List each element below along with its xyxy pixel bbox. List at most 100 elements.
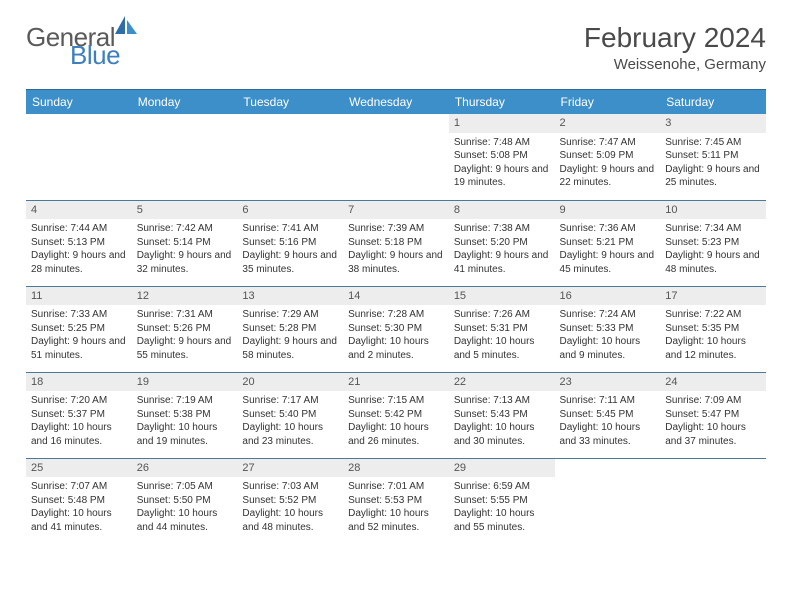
day-content: Sunrise: 7:20 AMSunset: 5:37 PMDaylight:…: [26, 391, 132, 452]
day-number: 16: [555, 287, 661, 306]
sunset-line: Sunset: 5:52 PM: [242, 494, 338, 508]
calendar-row: 11Sunrise: 7:33 AMSunset: 5:25 PMDayligh…: [26, 286, 766, 372]
calendar-cell: 28Sunrise: 7:01 AMSunset: 5:53 PMDayligh…: [343, 458, 449, 544]
day-number: 26: [132, 459, 238, 478]
sunrise-line: Sunrise: 7:17 AM: [242, 394, 338, 408]
day-content: Sunrise: 7:15 AMSunset: 5:42 PMDaylight:…: [343, 391, 449, 452]
sunset-line: Sunset: 5:31 PM: [454, 322, 550, 336]
sunrise-line: Sunrise: 7:22 AM: [665, 308, 761, 322]
daylight-line: Daylight: 10 hours and 9 minutes.: [560, 335, 656, 362]
day-content: Sunrise: 7:42 AMSunset: 5:14 PMDaylight:…: [132, 219, 238, 280]
day-number: 21: [343, 373, 449, 392]
day-number: 29: [449, 459, 555, 478]
daylight-line: Daylight: 9 hours and 35 minutes.: [242, 249, 338, 276]
day-content: Sunrise: 7:19 AMSunset: 5:38 PMDaylight:…: [132, 391, 238, 452]
daylight-line: Daylight: 10 hours and 5 minutes.: [454, 335, 550, 362]
sunrise-line: Sunrise: 7:19 AM: [137, 394, 233, 408]
daylight-line: Daylight: 9 hours and 48 minutes.: [665, 249, 761, 276]
day-content: Sunrise: 7:45 AMSunset: 5:11 PMDaylight:…: [660, 133, 766, 194]
sunset-line: Sunset: 5:37 PM: [31, 408, 127, 422]
sunset-line: Sunset: 5:16 PM: [242, 236, 338, 250]
sunrise-line: Sunrise: 6:59 AM: [454, 480, 550, 494]
sunrise-line: Sunrise: 7:41 AM: [242, 222, 338, 236]
daylight-line: Daylight: 10 hours and 55 minutes.: [454, 507, 550, 534]
sunset-line: Sunset: 5:43 PM: [454, 408, 550, 422]
header: General Blue February 2024 Weissenohe, G…: [26, 22, 766, 73]
day-content: Sunrise: 7:33 AMSunset: 5:25 PMDaylight:…: [26, 305, 132, 366]
calendar-cell: 2Sunrise: 7:47 AMSunset: 5:09 PMDaylight…: [555, 114, 661, 200]
sunset-line: Sunset: 5:08 PM: [454, 149, 550, 163]
day-content: Sunrise: 7:28 AMSunset: 5:30 PMDaylight:…: [343, 305, 449, 366]
day-content: Sunrise: 7:07 AMSunset: 5:48 PMDaylight:…: [26, 477, 132, 538]
calendar-cell: 21Sunrise: 7:15 AMSunset: 5:42 PMDayligh…: [343, 372, 449, 458]
sunset-line: Sunset: 5:25 PM: [31, 322, 127, 336]
day-number: 23: [555, 373, 661, 392]
calendar-cell: [343, 114, 449, 200]
daylight-line: Daylight: 10 hours and 44 minutes.: [137, 507, 233, 534]
calendar-cell: [26, 114, 132, 200]
day-content: Sunrise: 7:24 AMSunset: 5:33 PMDaylight:…: [555, 305, 661, 366]
weekday-header-row: Sunday Monday Tuesday Wednesday Thursday…: [26, 90, 766, 115]
weekday-header: Thursday: [449, 90, 555, 115]
weekday-header: Saturday: [660, 90, 766, 115]
day-number: 12: [132, 287, 238, 306]
day-content: Sunrise: 7:17 AMSunset: 5:40 PMDaylight:…: [237, 391, 343, 452]
sunset-line: Sunset: 5:42 PM: [348, 408, 444, 422]
calendar-cell: 14Sunrise: 7:28 AMSunset: 5:30 PMDayligh…: [343, 286, 449, 372]
calendar-row: 25Sunrise: 7:07 AMSunset: 5:48 PMDayligh…: [26, 458, 766, 544]
daylight-line: Daylight: 9 hours and 19 minutes.: [454, 163, 550, 190]
sunrise-line: Sunrise: 7:44 AM: [31, 222, 127, 236]
calendar-row: 1Sunrise: 7:48 AMSunset: 5:08 PMDaylight…: [26, 114, 766, 200]
daylight-line: Daylight: 9 hours and 58 minutes.: [242, 335, 338, 362]
sunset-line: Sunset: 5:18 PM: [348, 236, 444, 250]
day-number: 11: [26, 287, 132, 306]
sunset-line: Sunset: 5:14 PM: [137, 236, 233, 250]
day-content: Sunrise: 7:26 AMSunset: 5:31 PMDaylight:…: [449, 305, 555, 366]
sunset-line: Sunset: 5:26 PM: [137, 322, 233, 336]
calendar-cell: 26Sunrise: 7:05 AMSunset: 5:50 PMDayligh…: [132, 458, 238, 544]
calendar-cell: 1Sunrise: 7:48 AMSunset: 5:08 PMDaylight…: [449, 114, 555, 200]
sunset-line: Sunset: 5:40 PM: [242, 408, 338, 422]
sunset-line: Sunset: 5:50 PM: [137, 494, 233, 508]
sunset-line: Sunset: 5:21 PM: [560, 236, 656, 250]
day-number: 28: [343, 459, 449, 478]
day-number: 25: [26, 459, 132, 478]
day-number: 4: [26, 201, 132, 220]
sunset-line: Sunset: 5:53 PM: [348, 494, 444, 508]
sunrise-line: Sunrise: 7:26 AM: [454, 308, 550, 322]
sunrise-line: Sunrise: 7:31 AM: [137, 308, 233, 322]
daylight-line: Daylight: 10 hours and 23 minutes.: [242, 421, 338, 448]
calendar-cell: 13Sunrise: 7:29 AMSunset: 5:28 PMDayligh…: [237, 286, 343, 372]
calendar-cell: 16Sunrise: 7:24 AMSunset: 5:33 PMDayligh…: [555, 286, 661, 372]
sunrise-line: Sunrise: 7:39 AM: [348, 222, 444, 236]
day-number: 18: [26, 373, 132, 392]
day-content: Sunrise: 7:36 AMSunset: 5:21 PMDaylight:…: [555, 219, 661, 280]
daylight-line: Daylight: 10 hours and 30 minutes.: [454, 421, 550, 448]
sunrise-line: Sunrise: 7:47 AM: [560, 136, 656, 150]
sunset-line: Sunset: 5:20 PM: [454, 236, 550, 250]
daylight-line: Daylight: 9 hours and 28 minutes.: [31, 249, 127, 276]
calendar-cell: 25Sunrise: 7:07 AMSunset: 5:48 PMDayligh…: [26, 458, 132, 544]
calendar-cell: [555, 458, 661, 544]
day-content: Sunrise: 7:29 AMSunset: 5:28 PMDaylight:…: [237, 305, 343, 366]
day-number: 24: [660, 373, 766, 392]
calendar-cell: 8Sunrise: 7:38 AMSunset: 5:20 PMDaylight…: [449, 200, 555, 286]
sunrise-line: Sunrise: 7:09 AM: [665, 394, 761, 408]
day-number: 14: [343, 287, 449, 306]
day-number: 8: [449, 201, 555, 220]
calendar-row: 4Sunrise: 7:44 AMSunset: 5:13 PMDaylight…: [26, 200, 766, 286]
weekday-header: Friday: [555, 90, 661, 115]
calendar-cell: 29Sunrise: 6:59 AMSunset: 5:55 PMDayligh…: [449, 458, 555, 544]
day-content: Sunrise: 7:31 AMSunset: 5:26 PMDaylight:…: [132, 305, 238, 366]
calendar-cell: 15Sunrise: 7:26 AMSunset: 5:31 PMDayligh…: [449, 286, 555, 372]
calendar-cell: [237, 114, 343, 200]
daylight-line: Daylight: 9 hours and 38 minutes.: [348, 249, 444, 276]
day-number: 19: [132, 373, 238, 392]
day-content: Sunrise: 7:03 AMSunset: 5:52 PMDaylight:…: [237, 477, 343, 538]
calendar-cell: 3Sunrise: 7:45 AMSunset: 5:11 PMDaylight…: [660, 114, 766, 200]
sunrise-line: Sunrise: 7:34 AM: [665, 222, 761, 236]
calendar-table: Sunday Monday Tuesday Wednesday Thursday…: [26, 89, 766, 544]
sunrise-line: Sunrise: 7:13 AM: [454, 394, 550, 408]
day-number: 5: [132, 201, 238, 220]
sunrise-line: Sunrise: 7:24 AM: [560, 308, 656, 322]
